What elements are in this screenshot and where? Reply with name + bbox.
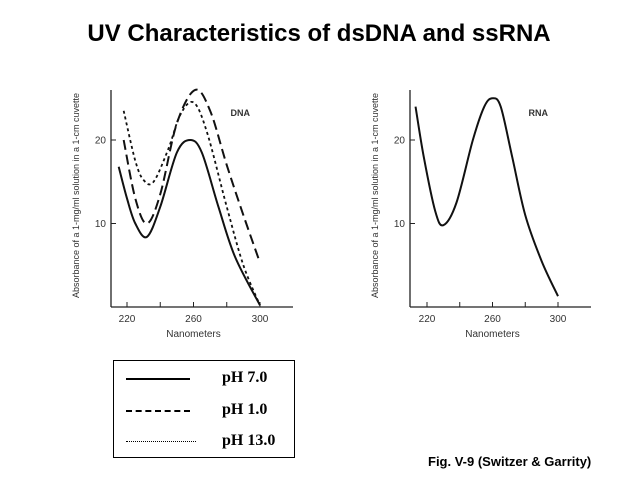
legend-item-ph1: pH 1.0 bbox=[114, 401, 294, 421]
svg-text:DNA: DNA bbox=[231, 108, 251, 118]
svg-text:220: 220 bbox=[419, 314, 436, 325]
legend-label: pH 7.0 bbox=[222, 369, 268, 386]
svg-text:Nanometers: Nanometers bbox=[166, 329, 220, 340]
svg-text:300: 300 bbox=[550, 314, 567, 325]
svg-text:10: 10 bbox=[95, 219, 107, 230]
svg-text:300: 300 bbox=[252, 314, 269, 325]
slide-title: UV Characteristics of dsDNA and ssRNA bbox=[87, 20, 551, 47]
svg-text:260: 260 bbox=[185, 314, 202, 325]
legend: pH 7.0 pH 1.0 pH 13.0 bbox=[113, 360, 295, 458]
dna-chart: 220 260 300 10 20 Nanometers Absorbance of a 1… bbox=[71, 88, 293, 340]
svg-text:20: 20 bbox=[394, 136, 406, 147]
legend-label: pH 13.0 bbox=[222, 432, 276, 449]
svg-text:Nanometers: Nanometers bbox=[465, 329, 519, 340]
solid-line-swatch bbox=[126, 378, 190, 380]
svg-text:Absorbance of a 1-mg/ml soluti: Absorbance of a 1-mg/ml solution in a 1-… bbox=[71, 93, 81, 298]
svg-text:260: 260 bbox=[484, 314, 501, 325]
legend-label: pH 1.0 bbox=[222, 401, 268, 418]
legend-item-ph7: pH 7.0 bbox=[114, 369, 294, 389]
rna-chart: 220 260 300 10 20 Nanometers Absorbance of a 1… bbox=[370, 90, 591, 340]
dotted-line-swatch bbox=[126, 441, 196, 442]
svg-text:20: 20 bbox=[95, 136, 107, 147]
svg-text:RNA: RNA bbox=[529, 108, 549, 118]
legend-item-ph13: pH 13.0 bbox=[114, 432, 294, 452]
dashed-line-swatch bbox=[126, 410, 190, 412]
figure-caption: Fig. V-9 (Switzer & Garrity) bbox=[428, 454, 592, 469]
svg-text:10: 10 bbox=[394, 219, 406, 230]
svg-text:Absorbance of a 1-mg/ml soluti: Absorbance of a 1-mg/ml solution in a 1-… bbox=[370, 93, 380, 298]
svg-text:220: 220 bbox=[119, 314, 136, 325]
